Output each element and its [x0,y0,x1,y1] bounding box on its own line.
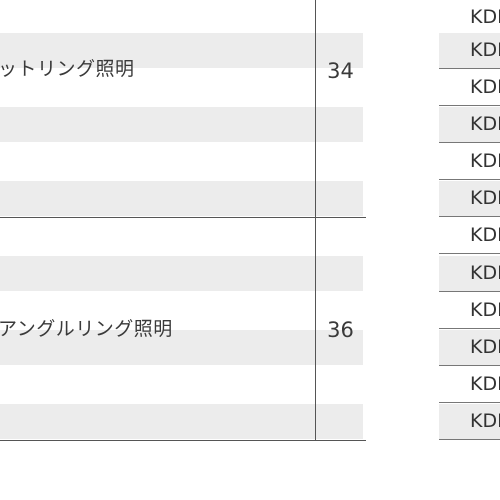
code-cell: KDI [439,107,500,143]
code-cell: KDI [439,330,500,366]
model-code: KDI [470,113,500,135]
model-code: KDI [470,262,500,284]
model-code: KDI [470,299,500,321]
page-number: 36 [327,318,354,342]
code-cell: KDI [439,218,500,254]
column-divider [315,0,316,440]
code-cell: KDI [439,293,500,329]
row-stripe [0,181,363,216]
row-stripe [0,256,363,291]
code-cell: KDI [439,33,500,69]
model-code: KDI [470,39,500,61]
model-code: KDI [470,150,500,172]
row-stripe [0,330,363,365]
row-stripe [0,404,363,439]
product-name: アングルリング照明 [0,318,173,340]
model-code: KDI [470,373,500,395]
code-cell: KDI [439,181,500,217]
model-code: KDI [470,224,500,246]
product-table: ットリング照明 34 アングルリング照明 36 [0,0,366,441]
model-code-column: KDI KDI KDI KDI KDI KDI KDI KDI KDI KDI … [439,0,500,440]
model-code: KDI [470,76,500,98]
model-code: KDI [470,336,500,358]
row-stripe [0,107,363,142]
code-cell: KDI [439,367,500,403]
code-cell: KDI [439,144,500,180]
model-code: KDI [470,6,500,28]
row-stripe [0,33,363,68]
code-cell: KDI [439,0,500,36]
code-cell: KDI [439,256,500,292]
code-cell: KDI [439,404,500,440]
page-number: 34 [327,59,354,83]
product-name: ットリング照明 [0,58,135,80]
code-cell: KDI [439,70,500,106]
model-code: KDI [470,410,500,432]
group-divider [0,217,366,218]
model-code: KDI [470,187,500,209]
table-bottom-rule [0,440,366,441]
